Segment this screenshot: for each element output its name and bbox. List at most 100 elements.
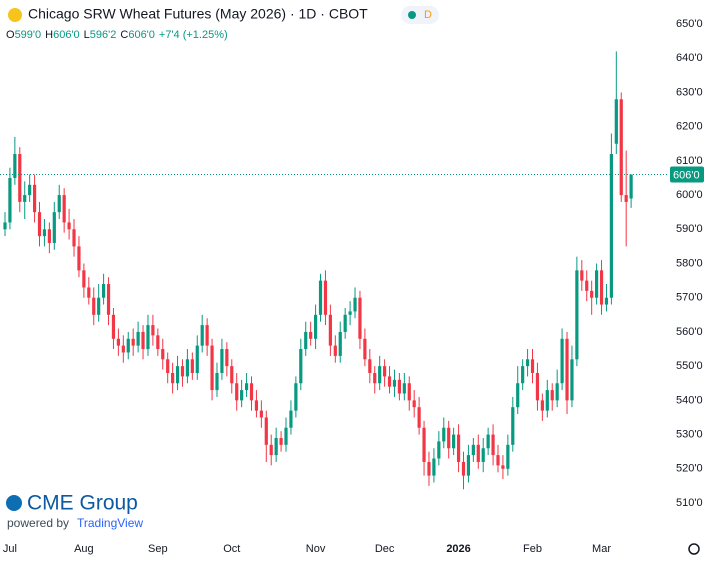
candle-body (151, 325, 155, 336)
candle-body (47, 229, 51, 243)
y-tick-label: 520'0 (676, 463, 703, 475)
candle-body (358, 297, 362, 339)
candle-body (269, 444, 273, 456)
x-tick-label: Aug (74, 543, 94, 555)
candle-body (166, 359, 170, 373)
x-tick-label: Sep (148, 543, 168, 555)
candle-body (422, 427, 426, 462)
candle-body (333, 345, 337, 356)
settings-icon[interactable] (688, 543, 700, 555)
candle-body (516, 383, 520, 408)
y-tick-label: 550'0 (676, 360, 703, 372)
candle-body (102, 284, 106, 298)
y-tick-label: 510'0 (676, 497, 703, 509)
status-badge (401, 6, 439, 24)
candle-body (595, 270, 599, 298)
y-tick-label: 650'0 (676, 18, 703, 30)
candle-body (575, 270, 579, 360)
x-tick-label: Feb (523, 543, 542, 555)
candle-body (318, 280, 323, 315)
candle-body (535, 372, 540, 401)
candle-body (565, 338, 569, 401)
change-value: +7'4 (+1.25%) (159, 29, 228, 41)
y-tick-label: 610'0 (676, 155, 703, 167)
candle-body (486, 434, 490, 449)
y-tick-label: 530'0 (676, 428, 703, 440)
candle-body (225, 349, 229, 367)
candle-body (57, 195, 61, 213)
candle-body (205, 325, 209, 346)
candle-body (175, 366, 180, 384)
candle-body (328, 314, 332, 346)
candle-body (511, 407, 515, 445)
y-tick-label: 540'0 (676, 394, 703, 406)
candle-body (254, 400, 259, 411)
candle-body (540, 400, 544, 411)
ohlc-value: 606'0 (53, 29, 80, 41)
candle-body (570, 359, 574, 401)
x-tick-label: Dec (375, 543, 395, 555)
candle-body (171, 372, 175, 384)
candle-body (452, 434, 456, 449)
candle-body (52, 212, 56, 243)
candle-body (387, 376, 392, 387)
candle-body (599, 270, 604, 305)
candle-body (274, 437, 278, 456)
ohlc-row: O 599'0 H 606'0 L 596'2 C 606'0 +7'4 (+1.25%) (6, 29, 228, 41)
candle-body (496, 455, 500, 466)
candle-body (136, 331, 140, 346)
symbol-icon (8, 8, 22, 22)
y-tick-label: 620'0 (676, 121, 703, 133)
ohlc-key: O (6, 29, 15, 41)
candle-body (368, 359, 372, 373)
y-tick-label: 630'0 (676, 86, 703, 98)
candle-body (353, 297, 357, 312)
candle-body (545, 390, 549, 411)
candle-body (525, 359, 530, 367)
candle-body (555, 383, 559, 401)
candle-body (131, 338, 135, 346)
candle-body (185, 359, 190, 377)
candle-body (338, 331, 342, 356)
candle-body (8, 177, 12, 223)
candle-body (111, 314, 116, 339)
candle-body (42, 229, 47, 237)
candle-body (580, 270, 584, 281)
candle-body (240, 390, 244, 401)
platform-text: TradingView (77, 516, 143, 530)
candle-body (195, 345, 199, 373)
candle-body (249, 383, 254, 401)
candle-body (13, 154, 17, 178)
candle-body (121, 345, 125, 353)
logo: CME Group powered by TradingView (6, 492, 143, 530)
status-label: D (424, 9, 432, 21)
candle-body (491, 434, 495, 456)
y-tick-label: 640'0 (676, 52, 703, 64)
status-dot (408, 11, 416, 19)
candle-body (392, 379, 397, 387)
candle-body (456, 434, 461, 462)
y-tick-label: 600'0 (676, 189, 703, 201)
ohlc-value: 599'0 (15, 29, 42, 41)
ohlc-key: L (84, 29, 90, 41)
last-price-box (670, 166, 704, 183)
y-tick-label: 570'0 (676, 292, 703, 304)
candle-body (156, 335, 160, 350)
x-tick-label: Oct (223, 543, 240, 555)
candle-body (343, 314, 347, 332)
logo-mark (6, 495, 22, 511)
candle-body (180, 366, 185, 377)
y-tick-label: 590'0 (676, 223, 703, 235)
candle-body (461, 461, 466, 476)
candle-body (23, 195, 27, 202)
candle-body (87, 287, 91, 298)
candle-body (244, 383, 249, 391)
ohlc-value: 596'2 (90, 29, 117, 41)
candle-body (106, 284, 111, 315)
x-tick-label: Mar (592, 543, 611, 555)
candle-body (427, 461, 431, 476)
candle-body (62, 195, 66, 223)
